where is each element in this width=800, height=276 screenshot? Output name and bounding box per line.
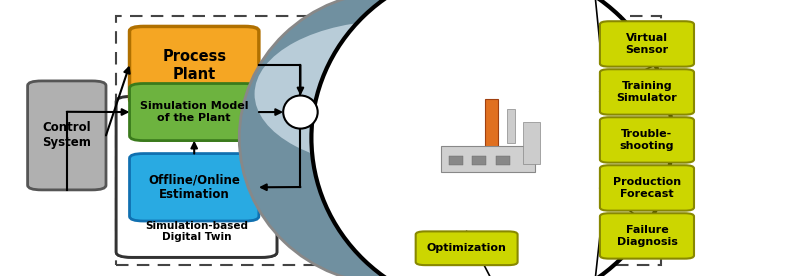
Bar xyxy=(441,146,535,172)
Text: Simulation-based
Digital Twin: Simulation-based Digital Twin xyxy=(145,221,248,242)
Bar xyxy=(486,99,498,151)
Bar xyxy=(116,16,661,265)
Text: Control
System: Control System xyxy=(42,121,91,149)
FancyBboxPatch shape xyxy=(27,81,106,190)
FancyBboxPatch shape xyxy=(600,117,694,163)
Ellipse shape xyxy=(239,0,545,276)
FancyBboxPatch shape xyxy=(416,231,518,265)
Text: Production
Forecast: Production Forecast xyxy=(613,177,681,199)
Bar xyxy=(472,156,486,165)
Bar xyxy=(507,110,515,143)
FancyBboxPatch shape xyxy=(130,26,259,104)
Text: Failure
Diagnosis: Failure Diagnosis xyxy=(617,225,678,247)
FancyBboxPatch shape xyxy=(600,165,694,211)
FancyBboxPatch shape xyxy=(600,21,694,67)
Bar xyxy=(369,136,392,159)
Text: Process
Plant: Process Plant xyxy=(162,49,226,81)
Bar xyxy=(345,133,365,164)
Bar xyxy=(400,136,416,153)
FancyBboxPatch shape xyxy=(116,97,277,257)
FancyBboxPatch shape xyxy=(130,153,259,221)
Text: Offline/Online
Estimation: Offline/Online Estimation xyxy=(148,173,240,201)
Bar xyxy=(496,156,510,165)
FancyBboxPatch shape xyxy=(600,69,694,115)
Bar xyxy=(523,123,540,164)
Ellipse shape xyxy=(283,95,318,129)
FancyBboxPatch shape xyxy=(600,213,694,259)
Ellipse shape xyxy=(254,21,530,167)
Text: Optimization: Optimization xyxy=(426,243,506,253)
Bar xyxy=(449,156,462,165)
FancyBboxPatch shape xyxy=(116,97,277,257)
Text: Trouble-
shooting: Trouble- shooting xyxy=(620,129,674,151)
Text: Virtual
Sensor: Virtual Sensor xyxy=(626,33,669,55)
Text: Training
Simulator: Training Simulator xyxy=(617,81,678,103)
Text: Simulation Model
of the Plant: Simulation Model of the Plant xyxy=(140,101,249,123)
FancyBboxPatch shape xyxy=(130,84,259,140)
Ellipse shape xyxy=(311,0,672,276)
